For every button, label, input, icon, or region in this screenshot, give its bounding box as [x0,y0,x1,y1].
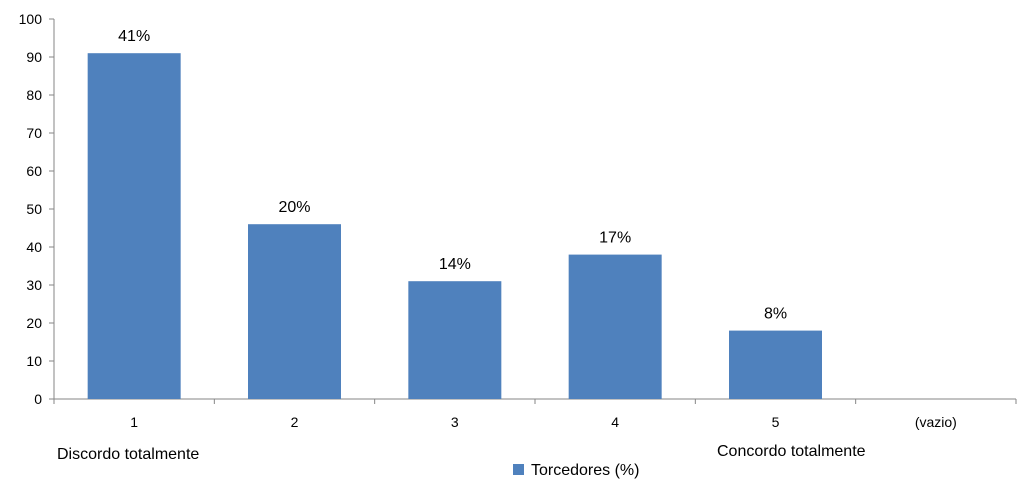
y-tick-label: 100 [19,11,43,27]
legend-swatch [513,464,524,475]
data-label: 41% [118,28,150,45]
bars [87,53,822,399]
y-tick-label: 80 [26,87,42,103]
data-label: 14% [439,256,471,273]
scale-annotations: Discordo totalmente Concordo totalmente [57,443,866,463]
x-tick-label: 5 [772,414,780,430]
x-tick-label: 1 [130,414,138,430]
y-tick-label: 10 [26,353,42,369]
x-tick-label: 4 [611,414,619,430]
x-axis: 1 2 3 4 5 (vazio) [53,398,1017,430]
data-label: 17% [599,230,631,247]
y-tick-label: 40 [26,239,42,255]
data-label: 8% [764,306,787,323]
bar [408,281,502,399]
data-label: 20% [278,199,310,216]
y-tick-label: 30 [26,277,42,293]
bar [568,254,662,399]
y-tick-label: 50 [26,201,42,217]
y-tick-label: 0 [34,391,42,407]
y-tick-label: 60 [26,163,42,179]
bar [729,330,822,399]
x-tick-label: 3 [451,414,459,430]
annotation-right: Concordo totalmente [717,443,866,460]
x-tick-label: 2 [291,414,299,430]
data-labels: 41% 20% 14% 17% 8% [118,28,787,322]
y-axis: 0 10 20 30 40 50 60 70 80 90 100 [19,11,55,407]
y-tick-label: 90 [26,49,42,65]
y-tick-label: 70 [26,125,42,141]
y-tick-label: 20 [26,315,42,331]
bar [87,53,181,399]
legend-label: Torcedores (%) [531,462,639,479]
legend: Torcedores (%) [513,462,639,479]
annotation-left: Discordo totalmente [57,446,199,463]
x-tick-label: (vazio) [915,414,957,430]
bar [248,224,341,399]
